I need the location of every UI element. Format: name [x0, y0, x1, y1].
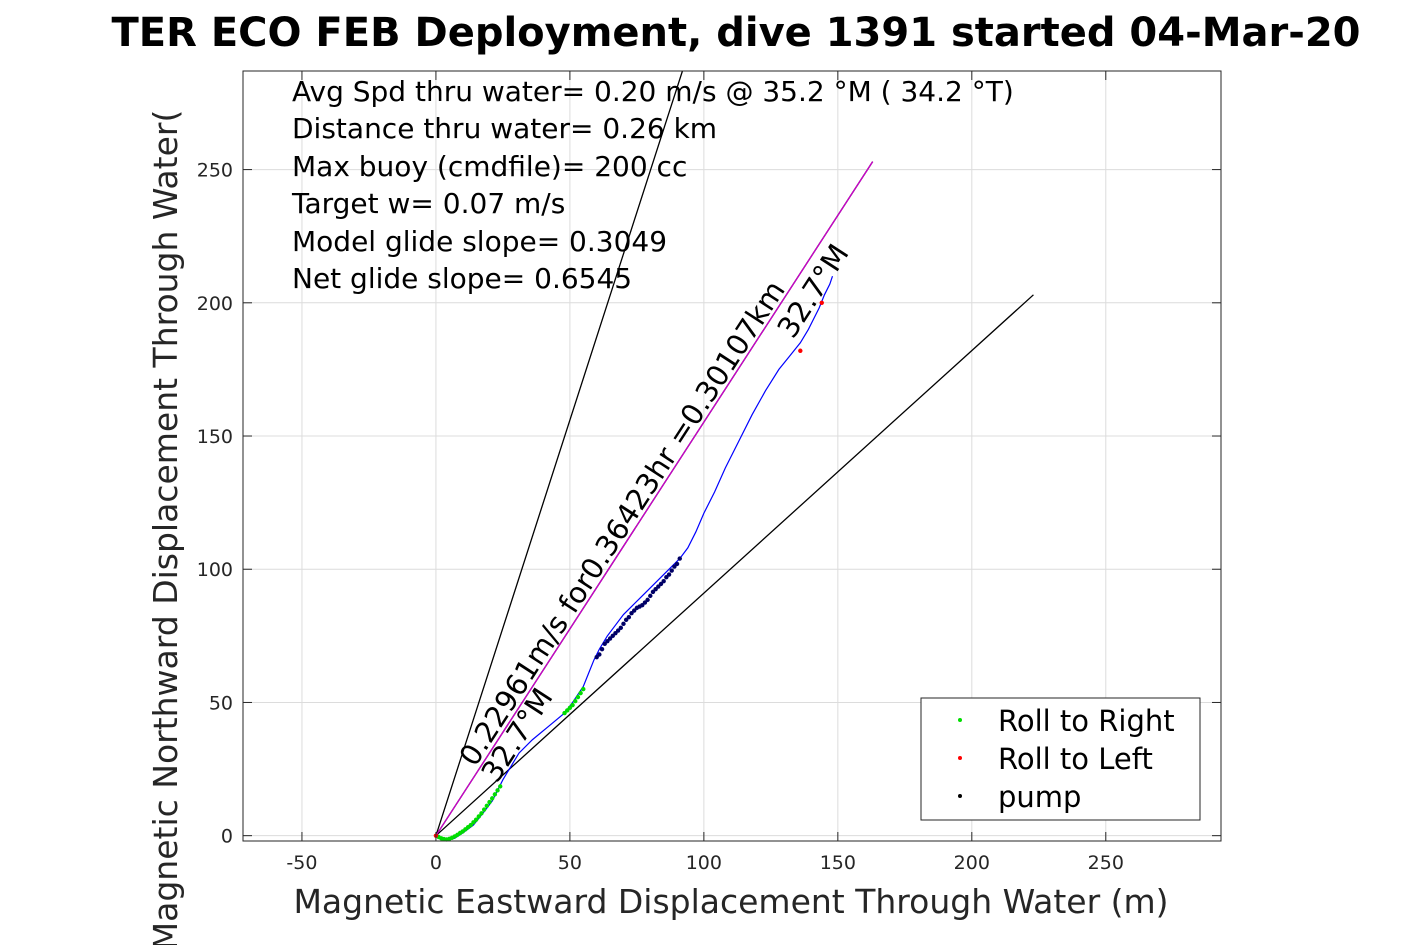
info-block: Avg Spd thru water= 0.20 m/s @ 35.2 °M (…	[291, 75, 1014, 295]
point-roll-to-right	[565, 708, 570, 713]
x-tick-label: 200	[954, 852, 990, 874]
x-axis-label: Magnetic Eastward Displacement Through W…	[293, 882, 1168, 921]
point-pump	[597, 652, 602, 657]
reference-line-3	[435, 161, 874, 837]
legend-marker-pump	[958, 794, 962, 798]
point-pump	[610, 633, 615, 639]
point-roll-to-right	[473, 817, 479, 822]
point-roll-to-left	[819, 300, 824, 305]
legend-label-roll-left: Roll to Left	[998, 742, 1153, 776]
point-pump	[642, 600, 648, 605]
x-tick-label: 250	[1088, 852, 1124, 874]
point-pump	[677, 556, 682, 561]
point-pump	[669, 568, 674, 573]
y-tick-label: 200	[197, 293, 233, 315]
legend-label-pump: pump	[998, 780, 1081, 814]
point-roll-to-right	[471, 820, 476, 825]
x-tick-label: -50	[286, 852, 317, 874]
x-tick-label: 0	[430, 852, 442, 874]
point-pump	[658, 581, 664, 587]
reference-line-1	[435, 294, 1034, 837]
point-pump	[645, 597, 650, 603]
y-tick-label: 100	[197, 559, 233, 581]
point-roll-to-right	[468, 822, 473, 828]
point-pump	[640, 603, 645, 608]
reference-line-0	[435, 70, 684, 836]
point-pump	[602, 641, 607, 647]
point-pump	[650, 589, 656, 595]
point-roll-to-right	[479, 811, 484, 816]
chart-title: TER ECO FEB Deployment, dive 1391 starte…	[111, 10, 1360, 56]
x-tick-labels: -50 0 50 100 150 200 250	[286, 852, 1123, 874]
info-model-glide-slope: Model glide slope= 0.3049	[292, 225, 667, 258]
point-pump	[648, 593, 653, 599]
point-pump	[607, 636, 613, 641]
info-distance: Distance thru water= 0.26 km	[292, 112, 717, 145]
point-pump	[653, 587, 658, 592]
y-tick-label: 250	[197, 160, 233, 182]
point-roll-to-right	[562, 710, 567, 716]
point-roll-to-right	[575, 694, 581, 700]
y-tick-label: 150	[197, 426, 233, 448]
legend-marker-roll-right	[958, 718, 962, 722]
point-pump	[613, 630, 618, 636]
point-pump	[661, 579, 666, 584]
legend: Roll to Right Roll to Left pump	[920, 697, 1201, 821]
point-pump	[656, 584, 661, 589]
point-pump	[621, 621, 626, 627]
y-tick-label: 0	[221, 826, 233, 848]
point-pump	[674, 561, 680, 567]
legend-marker-roll-left	[958, 756, 962, 760]
point-pump	[672, 564, 677, 569]
point-pump	[599, 646, 605, 652]
point-pump	[626, 614, 632, 620]
legend-box	[920, 697, 1201, 821]
point-pump	[632, 608, 637, 613]
plot-frame	[242, 70, 1222, 842]
point-roll-to-right	[487, 799, 492, 805]
y-axis-label: Magnetic Northward Displacement Through …	[146, 110, 185, 945]
point-roll-to-right	[476, 814, 481, 819]
x-tick-label: 50	[558, 852, 582, 874]
point-roll-to-right	[581, 686, 586, 692]
legend-label-roll-right: Roll to Right	[998, 704, 1175, 738]
point-roll-to-left	[798, 348, 803, 353]
y-tick-labels: 0 50 100 150 200 250	[197, 160, 233, 848]
point-roll-to-right	[492, 792, 498, 797]
point-pump	[615, 628, 621, 633]
point-pump	[594, 654, 599, 660]
point-roll-to-right	[570, 702, 575, 708]
point-roll-to-right	[489, 796, 495, 801]
point-roll-to-right	[573, 698, 578, 704]
point-roll-to-right	[498, 784, 503, 789]
point-roll-to-right	[578, 690, 583, 696]
reference-lines	[435, 70, 1034, 837]
x-tick-label: 150	[820, 852, 856, 874]
point-pump	[666, 572, 672, 577]
info-net-glide-slope: Net glide slope= 0.6545	[292, 262, 632, 295]
axis-ticks	[243, 71, 1221, 841]
info-avg-speed: Avg Spd thru water= 0.20 m/s @ 35.2 °M (…	[292, 75, 1014, 108]
grid-lines	[243, 71, 1221, 841]
point-pump	[623, 617, 629, 623]
point-pump	[664, 575, 669, 580]
info-target-w: Target w= 0.07 m/s	[291, 187, 565, 220]
info-max-buoy: Max buoy (cmdfile)= 200 cc	[292, 150, 687, 183]
point-roll-to-right	[484, 803, 490, 809]
x-tick-label: 100	[686, 852, 722, 874]
point-roll-to-right	[567, 705, 573, 710]
point-roll-to-right	[495, 788, 500, 793]
point-pump	[629, 610, 634, 616]
point-pump	[618, 625, 624, 631]
point-pump	[605, 638, 610, 644]
point-roll-to-right	[481, 807, 487, 812]
y-tick-label: 50	[209, 692, 233, 714]
